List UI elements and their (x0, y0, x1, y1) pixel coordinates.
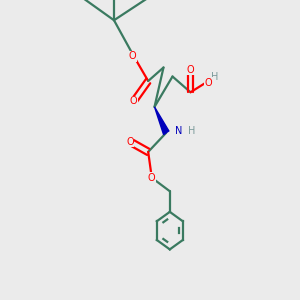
Text: O: O (187, 65, 194, 75)
Text: O: O (126, 137, 134, 147)
Text: H: H (211, 72, 218, 82)
Polygon shape (154, 107, 169, 135)
Text: O: O (128, 51, 136, 61)
Text: O: O (205, 78, 212, 88)
Text: N: N (175, 126, 182, 136)
Text: H: H (188, 126, 195, 136)
Text: O: O (148, 173, 156, 183)
Text: O: O (130, 96, 138, 106)
